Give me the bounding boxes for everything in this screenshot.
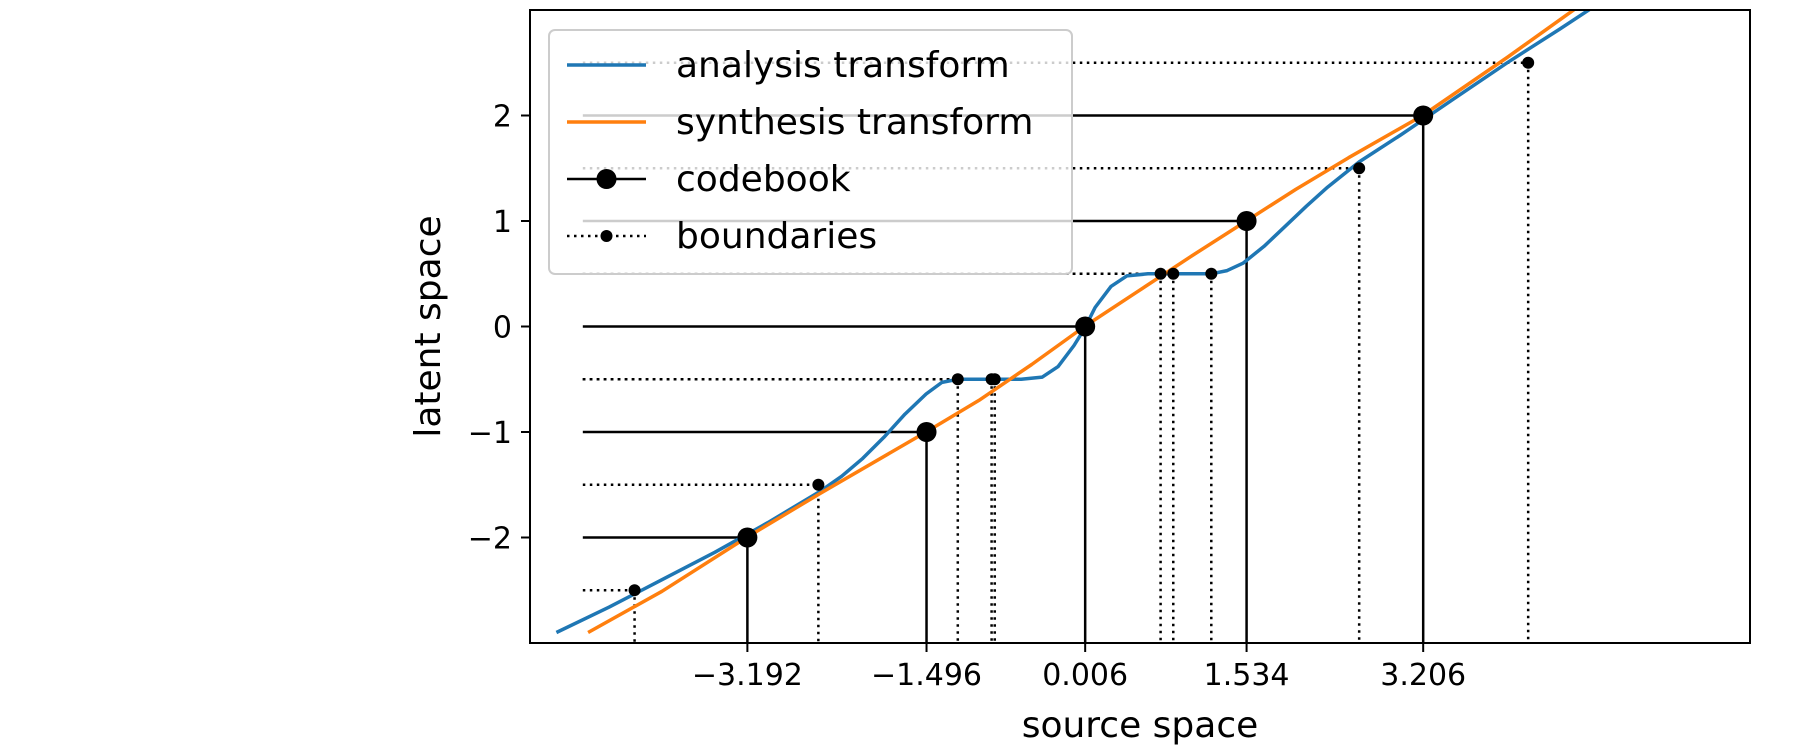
boundary-point: [812, 478, 825, 491]
boundary-point: [1205, 267, 1218, 280]
legend: analysis transform synthesis transform cod…: [548, 29, 1073, 275]
boundary-point: [988, 373, 1001, 386]
x-axis-label: source space: [1022, 705, 1259, 746]
legend-marker-3: [600, 230, 613, 242]
boundary-point: [1522, 56, 1535, 69]
x-tick-label: 3.206: [1380, 658, 1466, 693]
codebook-point: [1236, 211, 1257, 231]
boundary-point: [1353, 162, 1366, 175]
x-tick-label: −1.496: [871, 658, 982, 693]
x-tick-label: 1.534: [1204, 658, 1290, 693]
y-tick-label: 2: [493, 100, 512, 135]
series-line-1: [587, 10, 1577, 635]
y-tick-label: 1: [493, 205, 512, 240]
legend-label-0: analysis transform: [676, 45, 1010, 86]
legend-label-2: codebook: [676, 159, 851, 200]
y-tick-label: −1: [468, 416, 512, 451]
legend-label-1: synthesis transform: [676, 102, 1033, 143]
y-tick-label: 0: [493, 311, 512, 346]
x-tick-label: 0.006: [1042, 658, 1128, 693]
legend-entries: analysis transform synthesis transform cod…: [567, 45, 1033, 257]
boundary-point: [951, 373, 964, 386]
codebook-point: [1075, 316, 1096, 337]
codebook-point: [916, 422, 937, 442]
legend-label-3: boundaries: [676, 216, 877, 257]
x-tick-label: −3.192: [692, 658, 803, 693]
y-axis-label: latent space: [408, 215, 449, 437]
legend-box: [548, 29, 1073, 275]
codebook-point: [1413, 105, 1434, 126]
markers-layer: [628, 56, 1535, 597]
boundary-point: [1167, 267, 1180, 280]
codebook-point: [737, 527, 758, 548]
boundary-point: [628, 584, 641, 597]
y-tick-label: −2: [468, 522, 512, 557]
ticks-layer: −3.192 −1.496 0.006 1.534 3.206 −2 −1 0 1 2: [468, 100, 1466, 694]
legend-marker-2: [596, 169, 617, 189]
boundary-point: [1154, 267, 1167, 280]
